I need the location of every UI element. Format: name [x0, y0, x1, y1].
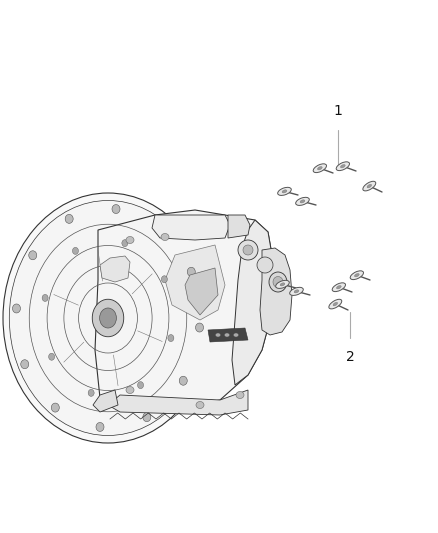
Ellipse shape [187, 267, 195, 276]
Ellipse shape [9, 200, 207, 435]
Ellipse shape [143, 413, 151, 422]
Ellipse shape [354, 273, 359, 277]
Polygon shape [228, 215, 250, 238]
Ellipse shape [336, 286, 341, 289]
Ellipse shape [157, 224, 165, 233]
Ellipse shape [225, 333, 230, 337]
Ellipse shape [290, 287, 303, 295]
Ellipse shape [161, 233, 169, 240]
Ellipse shape [122, 240, 128, 247]
Ellipse shape [112, 205, 120, 214]
Ellipse shape [243, 245, 253, 255]
Ellipse shape [350, 271, 364, 280]
Polygon shape [93, 390, 118, 412]
Polygon shape [260, 248, 292, 335]
Polygon shape [208, 328, 248, 342]
Ellipse shape [179, 376, 187, 385]
Ellipse shape [92, 299, 124, 337]
Text: 1: 1 [334, 104, 343, 118]
Ellipse shape [333, 302, 338, 306]
Ellipse shape [276, 280, 289, 288]
Ellipse shape [318, 166, 322, 170]
Ellipse shape [296, 197, 309, 205]
Polygon shape [95, 210, 275, 408]
Ellipse shape [138, 382, 144, 389]
Polygon shape [152, 215, 230, 240]
Ellipse shape [257, 257, 273, 273]
Ellipse shape [21, 360, 29, 369]
Ellipse shape [161, 276, 167, 282]
Ellipse shape [72, 247, 78, 254]
Ellipse shape [42, 294, 48, 302]
Ellipse shape [233, 333, 239, 337]
Ellipse shape [12, 304, 21, 313]
Ellipse shape [367, 184, 371, 188]
Ellipse shape [278, 187, 291, 196]
Ellipse shape [29, 251, 37, 260]
Ellipse shape [88, 390, 94, 397]
Ellipse shape [126, 237, 134, 244]
Ellipse shape [51, 403, 59, 412]
Polygon shape [108, 390, 248, 415]
Ellipse shape [215, 333, 220, 337]
Ellipse shape [126, 386, 134, 393]
Polygon shape [185, 268, 218, 315]
Text: 2: 2 [346, 350, 354, 364]
Ellipse shape [294, 290, 299, 293]
Ellipse shape [96, 423, 104, 431]
Ellipse shape [336, 162, 350, 171]
Ellipse shape [196, 401, 204, 408]
Ellipse shape [313, 164, 326, 173]
Ellipse shape [280, 283, 285, 286]
Ellipse shape [195, 323, 204, 332]
Ellipse shape [340, 165, 345, 168]
Ellipse shape [273, 277, 283, 287]
Ellipse shape [300, 200, 305, 203]
Ellipse shape [65, 214, 73, 223]
Ellipse shape [3, 193, 213, 443]
Ellipse shape [236, 392, 244, 399]
Ellipse shape [282, 190, 287, 193]
Polygon shape [232, 220, 275, 385]
Ellipse shape [238, 240, 258, 260]
Ellipse shape [168, 335, 174, 342]
Ellipse shape [99, 308, 117, 328]
Ellipse shape [363, 181, 376, 191]
Ellipse shape [332, 283, 346, 292]
Polygon shape [100, 256, 130, 282]
Ellipse shape [49, 353, 55, 360]
Ellipse shape [329, 300, 342, 309]
Polygon shape [165, 245, 225, 320]
Ellipse shape [269, 272, 287, 292]
